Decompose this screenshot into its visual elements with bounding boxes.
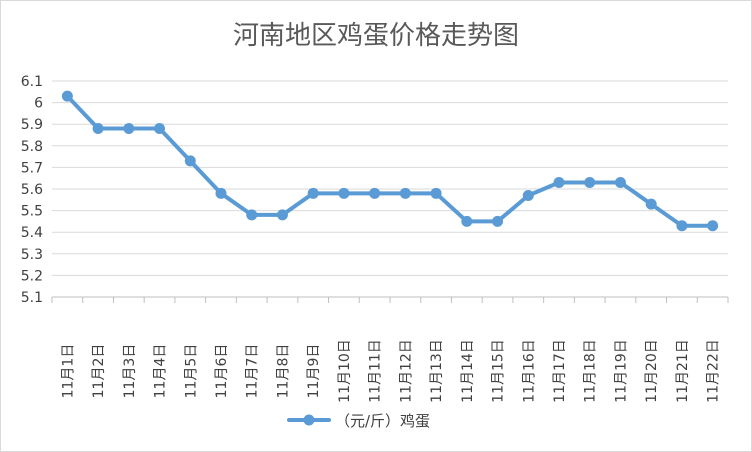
- data-point: [399, 187, 411, 199]
- x-tick-label: 11月14日: [460, 339, 476, 403]
- data-point: [584, 177, 596, 189]
- x-tick-label: 11月4日: [153, 344, 169, 399]
- data-point: [61, 90, 73, 102]
- x-tick-label: 11月6日: [214, 344, 230, 399]
- legend-entry: （元/斤）鸡蛋: [335, 412, 430, 430]
- y-tick-label: 6.1: [21, 74, 43, 90]
- x-tick-label: 11月16日: [521, 339, 537, 403]
- series-line: [65, 94, 715, 228]
- data-point: [553, 177, 565, 189]
- x-tick-label: 11月9日: [306, 344, 322, 399]
- y-tick-label: 5.5: [21, 204, 43, 220]
- data-point: [645, 198, 657, 210]
- x-tick-label: 11月3日: [122, 344, 138, 399]
- y-tick-label: 5.1: [21, 290, 43, 306]
- data-point: [123, 123, 135, 135]
- y-tick-label: 6: [34, 96, 43, 112]
- x-tick-label: 11月7日: [245, 344, 261, 399]
- series-lines: [61, 90, 719, 232]
- x-tick-label: 11月21日: [675, 339, 691, 403]
- y-tick-label: 5.7: [21, 160, 43, 176]
- x-tick-label: 11月15日: [491, 339, 507, 403]
- data-point: [338, 187, 350, 199]
- y-axis-ticks: 5.1 5.2 5.3 5.4 5.5 5.6 5.7 5.8 5.9 6 6.1: [21, 74, 43, 306]
- data-point: [215, 187, 227, 199]
- x-tick-label: 11月17日: [552, 339, 568, 403]
- data-point: [492, 215, 504, 227]
- legend: （元/斤）鸡蛋: [287, 412, 430, 430]
- y-tick-label: 5.9: [21, 117, 43, 133]
- x-tick-label: 11月8日: [275, 344, 291, 399]
- data-point: [614, 177, 626, 189]
- x-tick-label: 11月12日: [398, 339, 414, 403]
- data-point: [154, 123, 166, 135]
- chart-title: 河南地区鸡蛋价格走势图: [233, 21, 519, 51]
- y-tick-label: 5.6: [21, 182, 43, 198]
- x-tick-label: 11月22日: [706, 339, 722, 403]
- gridlines: [52, 80, 728, 298]
- x-tick-label: 11月2日: [91, 344, 107, 399]
- x-axis: 11月1日 11月2日 11月3日 11月4日 11月5日 11月6日 11月7日 11月8日…: [51, 297, 729, 403]
- x-tick-label: 11月18日: [583, 339, 599, 403]
- data-point: [522, 189, 534, 201]
- data-point: [676, 220, 688, 232]
- y-tick-label: 5.3: [21, 247, 43, 263]
- x-tick-label: 11月11日: [368, 339, 384, 403]
- data-point: [707, 220, 719, 232]
- y-tick-label: 5.2: [21, 268, 43, 284]
- y-tick-label: 5.8: [21, 139, 43, 155]
- x-tick-label: 11月13日: [429, 339, 445, 403]
- data-point: [430, 187, 442, 199]
- data-point: [369, 187, 381, 199]
- data-point: [246, 209, 258, 221]
- x-tick-label: 11月10日: [337, 339, 353, 403]
- x-tick-label: 11月19日: [613, 339, 629, 403]
- x-tick-label: 11月5日: [183, 344, 199, 399]
- data-point: [184, 155, 196, 167]
- y-tick-label: 5.4: [21, 225, 43, 241]
- data-point: [307, 187, 319, 199]
- data-point: [461, 215, 473, 227]
- data-point: [276, 209, 288, 221]
- x-tick-label: 11月20日: [644, 339, 660, 403]
- legend-marker-swatch: [303, 414, 315, 426]
- data-point: [92, 123, 104, 135]
- x-tick-label: 11月1日: [60, 344, 76, 399]
